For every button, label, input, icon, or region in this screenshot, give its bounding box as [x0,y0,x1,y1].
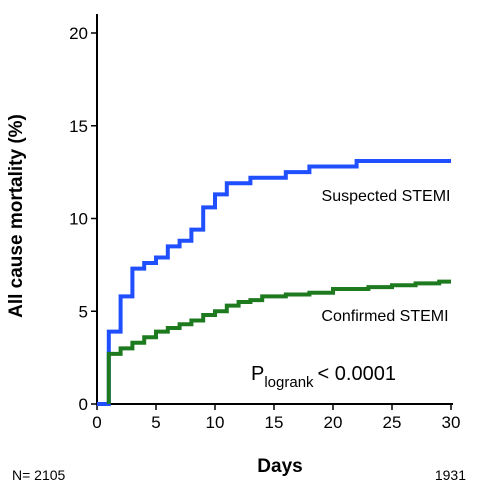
x-ticks: 0 5 10 15 20 25 30 [92,404,460,432]
y-tick-label: 15 [69,117,88,136]
y-tick-label: 10 [69,210,88,229]
series-label-confirmed: Confirmed STEMI [321,308,448,325]
series-line-suspected-stemi [97,158,451,406]
x-tick-label: 30 [442,413,461,432]
y-tick-label: 0 [79,395,88,414]
n-at-risk-end: 1931 [435,467,466,483]
p-value-main: P [251,363,264,385]
series-line-confirmed-stemi [106,279,451,404]
x-tick-label: 10 [206,413,225,432]
p-value-subscript: logrank [264,374,314,391]
x-axis-title: Days [257,456,302,477]
axes [96,14,453,405]
y-axis-title: All cause mortality (%) [6,114,27,318]
n-at-risk-start: N= 2105 [12,467,66,483]
x-tick-label: 25 [383,413,402,432]
p-value-annotation: Plogrank < 0.0001 [251,363,396,391]
y-tick-label: 5 [79,302,88,321]
x-tick-label: 20 [324,413,343,432]
x-tick-label: 0 [92,413,101,432]
x-tick-label: 5 [151,413,160,432]
x-tick-label: 15 [265,413,284,432]
y-tick-label: 20 [69,24,88,43]
series-lines [97,158,451,406]
y-ticks: 0 5 10 15 20 [69,24,97,414]
p-value-text: < 0.0001 [318,363,396,385]
series-label-suspected: Suspected STEMI [322,188,451,205]
